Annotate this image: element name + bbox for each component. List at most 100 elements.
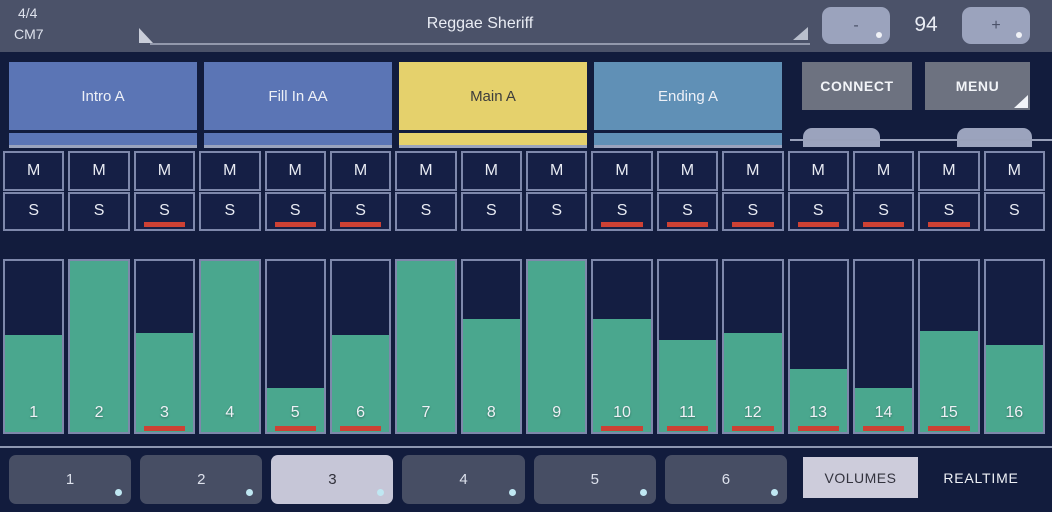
- channel-fader[interactable]: 1: [3, 259, 65, 434]
- mute-button[interactable]: M: [68, 151, 130, 191]
- registration-button[interactable]: 4: [402, 455, 525, 504]
- solo-button[interactable]: S: [460, 191, 522, 231]
- channel-active-underline: [862, 426, 905, 431]
- tempo-increase-label: +: [991, 17, 1001, 34]
- mute-button[interactable]: M: [264, 151, 326, 191]
- mute-solo-grid: M S M S M S M S M: [3, 151, 1045, 231]
- channel-fader[interactable]: 5: [264, 259, 326, 434]
- connect-button[interactable]: CONNECT: [802, 62, 912, 110]
- solo-button[interactable]: S: [526, 191, 588, 231]
- solo-button[interactable]: S: [722, 191, 784, 231]
- registration-button[interactable]: 2: [140, 455, 263, 504]
- style-section-button-partial[interactable]: [399, 133, 587, 148]
- channel-fader[interactable]: 14: [852, 259, 915, 434]
- solo-button[interactable]: S: [3, 191, 65, 231]
- partial-button-right[interactable]: [957, 128, 1032, 147]
- channel-fader[interactable]: 7: [395, 259, 457, 434]
- realtime-button[interactable]: REALTIME: [925, 457, 1037, 498]
- channel-active-underline: [339, 426, 382, 431]
- tempo-increase-button[interactable]: +: [962, 7, 1030, 44]
- menu-button[interactable]: MENU: [925, 62, 1030, 110]
- channel-active-underline: [928, 426, 970, 431]
- mute-button[interactable]: M: [460, 151, 522, 191]
- style-section-button[interactable]: Fill In AA: [204, 62, 392, 130]
- style-section-button[interactable]: Intro A: [9, 62, 197, 130]
- solo-button[interactable]: S: [395, 191, 457, 231]
- channel-number: 4: [225, 404, 235, 421]
- mute-button[interactable]: M: [983, 151, 1045, 191]
- mute-label: M: [484, 161, 498, 179]
- mute-button[interactable]: M: [199, 151, 261, 191]
- channel-fader[interactable]: 16: [983, 259, 1045, 434]
- channel-number: 12: [743, 404, 762, 421]
- channel-mute-solo: M S: [133, 151, 196, 231]
- mute-button[interactable]: M: [3, 151, 65, 191]
- channel-active-underline: [601, 426, 643, 431]
- channel-active-underline: [666, 426, 709, 431]
- solo-button[interactable]: S: [787, 191, 849, 231]
- channel-fader[interactable]: 6: [329, 259, 392, 434]
- style-section-button[interactable]: Main A: [399, 62, 587, 130]
- channel-fader[interactable]: 2: [68, 259, 130, 434]
- solo-button[interactable]: S: [68, 191, 130, 231]
- registration-button[interactable]: 5: [533, 455, 656, 504]
- volumes-button[interactable]: VOLUMES: [803, 457, 918, 498]
- style-section-button-partial[interactable]: [594, 133, 782, 148]
- solo-button[interactable]: S: [656, 191, 719, 231]
- channel-fader[interactable]: 8: [460, 259, 522, 434]
- solo-button[interactable]: S: [264, 191, 326, 231]
- mute-button[interactable]: M: [787, 151, 849, 191]
- mute-label: M: [811, 161, 825, 179]
- channel-fader[interactable]: 3: [133, 259, 196, 434]
- mute-button[interactable]: M: [395, 151, 457, 191]
- channel-number: 9: [552, 404, 562, 421]
- channel-mute-solo: M S: [722, 151, 784, 231]
- indicator-dot-icon: [1016, 32, 1022, 38]
- style-section-button-partial[interactable]: [204, 133, 392, 148]
- solo-button[interactable]: S: [983, 191, 1045, 231]
- mute-button[interactable]: M: [329, 151, 392, 191]
- indicator-dot-icon: [246, 489, 254, 496]
- channel-fader[interactable]: 10: [591, 259, 653, 434]
- solo-button[interactable]: S: [852, 191, 915, 231]
- channel-fader[interactable]: 15: [918, 259, 980, 434]
- solo-label: S: [878, 202, 889, 220]
- registration-button[interactable]: 6: [664, 455, 787, 504]
- channel-fader[interactable]: 4: [199, 259, 261, 434]
- fader-grid: 1 2 3 4 5 6 7 8 9 10 11: [3, 259, 1045, 434]
- solo-button[interactable]: S: [591, 191, 653, 231]
- channel-fader[interactable]: 13: [787, 259, 849, 434]
- mute-button[interactable]: M: [918, 151, 980, 191]
- registration-button[interactable]: 1: [9, 455, 132, 504]
- solo-button[interactable]: S: [329, 191, 392, 231]
- style-section-button-partial[interactable]: [9, 133, 197, 148]
- mute-button[interactable]: M: [526, 151, 588, 191]
- corner-triangle-icon: [1014, 95, 1028, 108]
- partial-button-left[interactable]: [803, 128, 880, 147]
- mute-label: M: [942, 161, 956, 179]
- solo-button[interactable]: S: [918, 191, 980, 231]
- song-title: Reggae Sheriff: [426, 15, 534, 32]
- registration-label: 3: [328, 471, 337, 488]
- channel-fader[interactable]: 9: [526, 259, 588, 434]
- mute-button[interactable]: M: [656, 151, 719, 191]
- mute-button[interactable]: M: [852, 151, 915, 191]
- solo-label: S: [93, 202, 105, 220]
- channel-fader[interactable]: 11: [656, 259, 719, 434]
- fader-level-fill: [266, 387, 324, 432]
- registration-button[interactable]: 3: [271, 455, 394, 504]
- song-selector[interactable]: Reggae Sheriff: [150, 0, 810, 45]
- mute-button[interactable]: M: [591, 151, 653, 191]
- style-section-label: Ending A: [657, 87, 719, 105]
- channel-active-underline: [797, 426, 839, 431]
- tempo-decrease-button[interactable]: -: [822, 7, 890, 44]
- solo-button[interactable]: S: [199, 191, 261, 231]
- tempo-value: 94: [914, 13, 938, 36]
- solo-button[interactable]: S: [133, 191, 196, 231]
- mute-button[interactable]: M: [133, 151, 196, 191]
- style-section-button[interactable]: Ending A: [594, 62, 782, 130]
- channel-fader[interactable]: 12: [722, 259, 784, 434]
- mute-label: M: [157, 161, 172, 179]
- mute-button[interactable]: M: [722, 151, 784, 191]
